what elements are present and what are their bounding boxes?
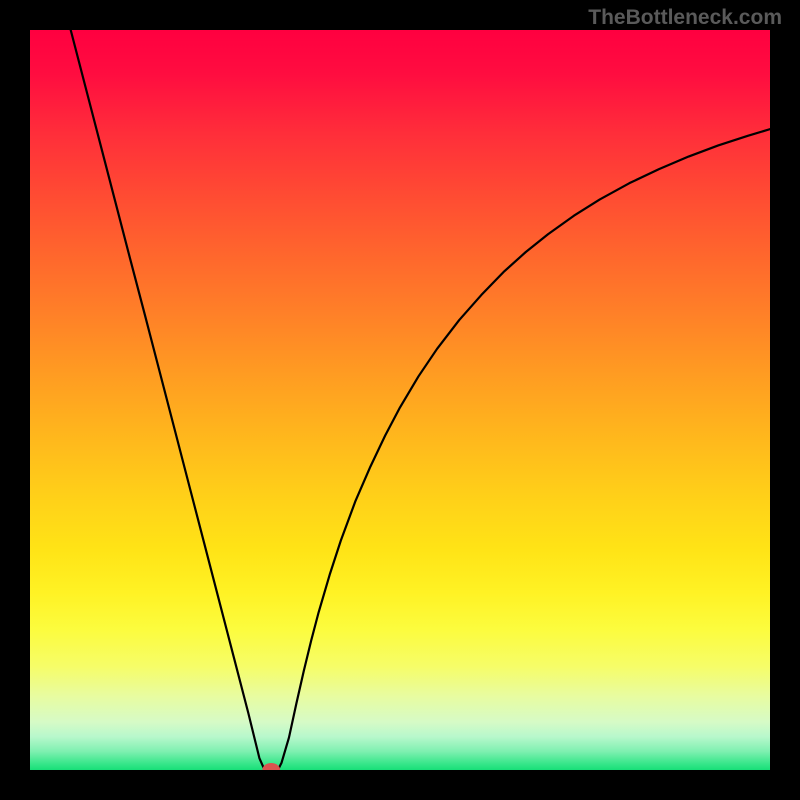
watermark-label: TheBottleneck.com	[588, 6, 782, 30]
chart-plot-area	[30, 30, 770, 770]
chart-svg	[30, 30, 770, 770]
gradient-background	[30, 30, 770, 770]
